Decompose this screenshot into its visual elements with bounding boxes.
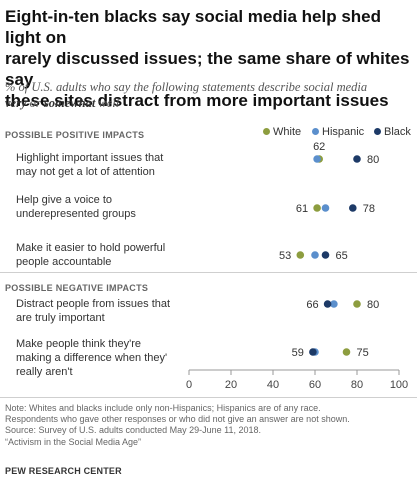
row-label-line: people accountable bbox=[16, 256, 112, 268]
legend-hispanic: Hispanic bbox=[312, 126, 364, 138]
note-line: Source: Survey of U.S. adults conducted … bbox=[5, 425, 261, 436]
x-tick-label: 60 bbox=[309, 379, 321, 391]
data-label: 80 bbox=[367, 154, 379, 166]
data-label: 66 bbox=[306, 299, 318, 311]
data-label: 53 bbox=[279, 250, 291, 262]
data-point-white bbox=[296, 251, 305, 259]
data-label: 80 bbox=[367, 299, 379, 311]
legend-dot-icon bbox=[312, 128, 319, 135]
data-point-white bbox=[353, 300, 361, 308]
row-label: Distract people from issues that are tru… bbox=[16, 297, 196, 325]
row-label-line: are truly important bbox=[16, 312, 105, 324]
legend-label: White bbox=[273, 126, 302, 138]
legend-black: Black bbox=[374, 126, 411, 138]
row-label: Make it easier to hold powerful people a… bbox=[16, 241, 196, 269]
subtitle-text: or bbox=[26, 96, 44, 110]
row-label-line: really aren't bbox=[16, 366, 73, 378]
row-label-line: Distract people from issues that bbox=[16, 298, 171, 310]
section-positive-label: POSSIBLE POSITIVE IMPACTS bbox=[5, 130, 145, 140]
legend-label: Hispanic bbox=[322, 126, 365, 138]
x-tick-label: 100 bbox=[390, 379, 408, 391]
data-point-black bbox=[353, 155, 361, 163]
title-line: Eight-in-ten blacks say social media hel… bbox=[5, 7, 382, 47]
row-label-line: making a difference when they' bbox=[16, 352, 168, 364]
data-point-hispanic bbox=[321, 204, 330, 212]
row-label-line: may not get a lot of attention bbox=[16, 166, 155, 178]
note-line: Note: Whites and blacks include only non… bbox=[5, 403, 321, 413]
legend-dot-icon bbox=[374, 128, 381, 135]
data-point-black bbox=[321, 251, 330, 259]
data-point-white bbox=[342, 348, 351, 356]
data-point-hispanic bbox=[313, 155, 321, 163]
x-tick-label: 80 bbox=[351, 379, 363, 391]
x-tick-label: 0 bbox=[186, 379, 192, 391]
subtitle-text: well bbox=[95, 96, 120, 110]
legend-dot-icon bbox=[263, 128, 270, 135]
data-label: 75 bbox=[357, 347, 369, 359]
subtitle-emphasis: very bbox=[5, 96, 27, 110]
data-point-black bbox=[349, 204, 357, 212]
data-point-white bbox=[313, 204, 321, 212]
row-label-line: Help give a voice to bbox=[16, 194, 112, 206]
data-label: 78 bbox=[363, 203, 375, 215]
source-organization: PEW RESEARCH CENTER bbox=[5, 466, 122, 476]
row-label: Help give a voice to underepresented gro… bbox=[16, 193, 196, 221]
section-divider bbox=[0, 272, 417, 273]
chart-note: Note: Whites and blacks include only non… bbox=[5, 403, 415, 448]
row-label-line: Highlight important issues that bbox=[16, 152, 164, 164]
section-negative-label: POSSIBLE NEGATIVE IMPACTS bbox=[5, 283, 149, 293]
x-tick-label: 40 bbox=[267, 379, 279, 391]
data-point-hispanic bbox=[330, 300, 338, 308]
data-label: 62 bbox=[313, 141, 325, 153]
legend-white: White bbox=[263, 126, 301, 138]
data-point-black bbox=[323, 300, 332, 308]
row-label: Make people think they're making a diffe… bbox=[16, 337, 196, 379]
footer-divider bbox=[0, 397, 417, 398]
data-label: 59 bbox=[292, 347, 304, 359]
data-label: 61 bbox=[296, 203, 308, 215]
chart-subtitle: % of U.S. adults who say the following s… bbox=[5, 79, 413, 111]
x-tick-label: 20 bbox=[225, 379, 237, 391]
note-line: “Activism in the Social Media Age” bbox=[5, 436, 142, 447]
data-label: 65 bbox=[336, 250, 348, 262]
chart-title: Eight-in-ten blacks say social media hel… bbox=[5, 6, 415, 111]
legend-label: Black bbox=[384, 126, 411, 138]
subtitle-text: % of U.S. adults who say the following s… bbox=[5, 80, 368, 94]
row-label-line: Make it easier to hold powerful bbox=[16, 242, 166, 254]
subtitle-emphasis: somewhat bbox=[43, 96, 96, 110]
row-label-line: underepresented groups bbox=[16, 208, 136, 220]
title-line: rarely discussed issues; the same share … bbox=[5, 49, 410, 89]
dot-plot: 0 20 40 60 80 100 62 80 61 78 53 65 66 80 59 75 bbox=[186, 141, 408, 391]
row-label-line: Make people think they're bbox=[16, 338, 142, 350]
row-label: Highlight important issues that may not … bbox=[16, 151, 196, 179]
note-line: Respondents who gave other responses or … bbox=[5, 414, 350, 425]
data-point-hispanic bbox=[311, 251, 319, 259]
data-point-black bbox=[309, 348, 317, 356]
title-line: these sites distract from more important… bbox=[5, 91, 389, 110]
